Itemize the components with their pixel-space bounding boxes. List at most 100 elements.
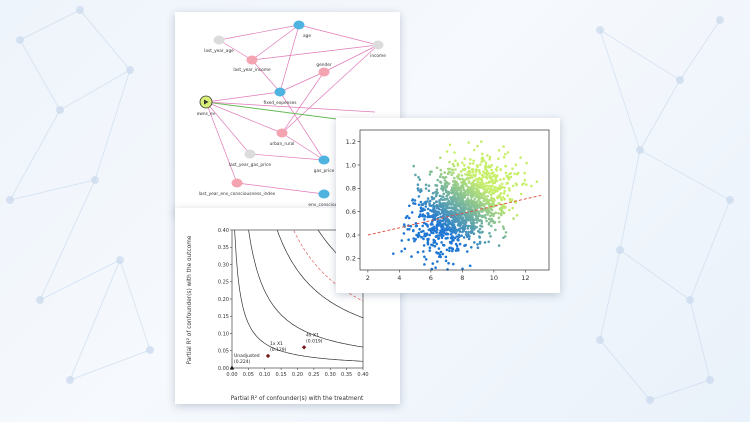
- scatter-point: [502, 236, 505, 239]
- scatter-point: [447, 261, 450, 265]
- scatter-point: [473, 241, 476, 244]
- scatter-point: [413, 239, 416, 243]
- background-node: [726, 196, 734, 204]
- scatter-point: [432, 197, 436, 200]
- graph-node-last_year_age: [213, 35, 225, 45]
- scatter-point: [476, 243, 479, 246]
- scatter-point: [417, 195, 421, 198]
- background-link: [39, 259, 121, 301]
- scatter-point: [485, 219, 488, 223]
- background-link: [19, 39, 61, 111]
- scatter-point: [434, 266, 437, 269]
- scatter-point: [480, 152, 484, 156]
- graph-edge: [205, 101, 251, 155]
- background-node: [716, 16, 724, 24]
- scatter-point: [485, 176, 489, 179]
- scatter-point: [449, 233, 453, 236]
- background-node: [56, 106, 64, 114]
- y-tick-label: 1.0: [346, 161, 356, 169]
- scatter-point: [517, 171, 520, 175]
- scatter-point: [490, 208, 494, 212]
- scatter-point: [525, 183, 528, 186]
- plot-frame: [359, 129, 550, 271]
- graph-node-label: last_year_income: [233, 67, 271, 73]
- scatter-point: [503, 189, 506, 193]
- scatter-point: [487, 221, 491, 225]
- scatter-point: [502, 227, 506, 231]
- scatter-points: [392, 140, 539, 271]
- scatter-point: [417, 231, 421, 235]
- scatter-point: [442, 192, 445, 196]
- scatter-point: [472, 182, 476, 186]
- scatter-point: [485, 184, 489, 188]
- scatter-point: [421, 203, 425, 206]
- scatter-point: [420, 235, 423, 239]
- scatter-point: [461, 216, 465, 219]
- scatter-point: [402, 223, 406, 226]
- y-tick-label: 0.10: [218, 331, 229, 337]
- scatter-point: [428, 173, 432, 176]
- scatter-point: [426, 223, 429, 227]
- scatter-point: [464, 183, 468, 186]
- background-link: [119, 259, 151, 351]
- scatter-point: [451, 247, 455, 251]
- scatter-point: [479, 204, 482, 207]
- graph-edge: [218, 39, 253, 61]
- scatter-point: [499, 168, 502, 171]
- scatter-point: [435, 200, 438, 204]
- benchmark-marker: [301, 345, 307, 350]
- scatter-point: [471, 188, 475, 192]
- background-link: [689, 299, 711, 381]
- graph-node-last_year_env_consciousness_index: [231, 178, 243, 188]
- scatter-point: [508, 208, 511, 212]
- scatter-point: [472, 159, 475, 163]
- scatter-point: [486, 198, 489, 202]
- scatter-point: [513, 172, 516, 176]
- scatter-point: [426, 207, 430, 211]
- scatter-point: [430, 170, 433, 173]
- scatter-point: [482, 175, 485, 178]
- y-tick-label: 0.30: [218, 262, 229, 268]
- scatter-point: [471, 162, 475, 165]
- graph-node-gas_price: [318, 155, 330, 165]
- y-tick-label: 0.8: [346, 185, 356, 193]
- background-link: [69, 259, 121, 381]
- scatter-point: [435, 184, 439, 187]
- scatter-plot: 2 4 6 8 10 12 0.2 0.4 0.6 0.8 1.0 1.2: [346, 129, 550, 282]
- scatter-point: [426, 241, 430, 244]
- scatter-point: [464, 206, 468, 209]
- background-node: [686, 296, 694, 304]
- graph-edge: [205, 90, 281, 103]
- scatter-point: [439, 172, 443, 176]
- scatter-point: [483, 241, 487, 244]
- scatter-point: [497, 244, 501, 247]
- scatter-point: [464, 243, 467, 247]
- scatter-point: [491, 171, 495, 175]
- scatter-point: [435, 226, 439, 230]
- y-tick-label: 0.25: [218, 280, 229, 286]
- scatter-point: [482, 182, 486, 186]
- scatter-point: [454, 168, 457, 171]
- scatter-point: [467, 141, 470, 144]
- scatter-point: [490, 196, 493, 199]
- scatter-point: [501, 185, 504, 189]
- scatter-point: [426, 212, 430, 215]
- scatter-point: [447, 182, 451, 185]
- scatter-point: [486, 211, 490, 214]
- scatter-point: [467, 237, 471, 241]
- scatter-point: [450, 173, 454, 177]
- scatter-point: [488, 174, 491, 178]
- background-node: [66, 376, 74, 384]
- x-tick-label: 0.05: [243, 372, 254, 378]
- scatter-point: [482, 159, 486, 163]
- scatter-point: [418, 234, 421, 237]
- scatter-point: [423, 232, 427, 235]
- scatter-plot-panel: 2 4 6 8 10 12 0.2 0.4 0.6 0.8 1.0 1.2: [336, 118, 560, 293]
- scatter-point: [428, 233, 431, 237]
- scatter-point: [428, 249, 432, 252]
- scatter-point: [485, 188, 488, 191]
- graph-edge: [205, 101, 376, 113]
- scatter-point: [469, 158, 472, 161]
- scatter-point: [427, 237, 430, 241]
